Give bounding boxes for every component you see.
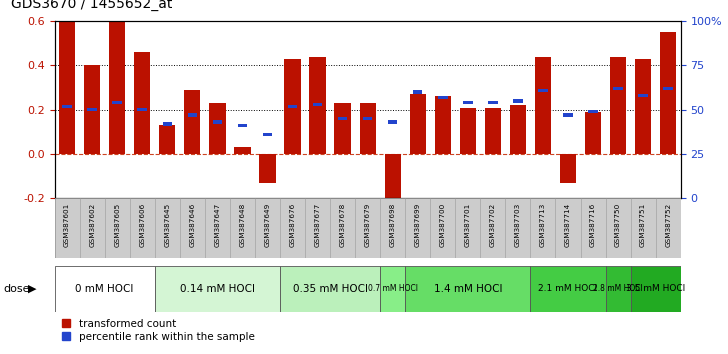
Bar <box>59 21 75 154</box>
Text: GSM387700: GSM387700 <box>440 203 446 247</box>
Bar <box>134 52 151 154</box>
Bar <box>535 57 551 154</box>
Bar <box>184 90 200 154</box>
Bar <box>660 32 676 154</box>
Text: 0.7 mM HOCl: 0.7 mM HOCl <box>368 284 418 293</box>
Text: 0.35 mM HOCl: 0.35 mM HOCl <box>293 284 368 293</box>
Text: 0 mM HOCl: 0 mM HOCl <box>76 284 134 293</box>
Text: 3.5 mM HOCl: 3.5 mM HOCl <box>626 284 685 293</box>
Bar <box>155 266 280 312</box>
Text: ▶: ▶ <box>28 284 36 293</box>
Bar <box>112 101 122 104</box>
Text: GSM387702: GSM387702 <box>490 203 496 247</box>
Bar <box>309 57 325 154</box>
Text: GSM387751: GSM387751 <box>640 203 646 247</box>
Bar <box>259 154 276 183</box>
Bar <box>610 57 626 154</box>
Bar <box>188 113 197 117</box>
Bar <box>109 21 125 154</box>
Bar <box>313 103 323 106</box>
Bar <box>388 120 397 124</box>
Text: 2.8 mM HOCl: 2.8 mM HOCl <box>593 284 643 293</box>
Bar <box>635 59 652 154</box>
Text: GSM387713: GSM387713 <box>540 203 546 247</box>
Text: GSM387701: GSM387701 <box>464 203 471 247</box>
Text: GSM387646: GSM387646 <box>189 203 195 247</box>
Bar <box>638 94 648 97</box>
Text: GSM387677: GSM387677 <box>314 203 320 247</box>
Text: GSM387676: GSM387676 <box>290 203 296 247</box>
Bar <box>488 101 498 104</box>
Text: GSM387647: GSM387647 <box>214 203 221 247</box>
Bar <box>405 266 531 312</box>
Text: GSM387698: GSM387698 <box>389 203 396 247</box>
Bar <box>213 120 222 124</box>
Text: GSM387752: GSM387752 <box>665 203 671 247</box>
Bar <box>209 103 226 154</box>
Bar <box>55 266 155 312</box>
Bar <box>531 266 606 312</box>
Bar <box>663 87 673 90</box>
Bar <box>513 99 523 103</box>
Bar <box>288 104 297 108</box>
Text: 2.1 mM HOCl: 2.1 mM HOCl <box>539 284 598 293</box>
Bar <box>237 124 248 127</box>
Bar <box>280 266 380 312</box>
Bar <box>438 96 448 99</box>
Bar <box>485 108 501 154</box>
Text: GSM387648: GSM387648 <box>240 203 245 247</box>
Text: 1.4 mM HOCl: 1.4 mM HOCl <box>434 284 502 293</box>
Bar <box>413 90 422 94</box>
Text: GSM387703: GSM387703 <box>515 203 521 247</box>
Bar <box>380 266 405 312</box>
Bar <box>560 154 576 183</box>
Bar <box>588 110 598 113</box>
Bar <box>363 117 373 120</box>
Text: GDS3670 / 1455652_at: GDS3670 / 1455652_at <box>11 0 172 11</box>
Bar <box>263 133 272 136</box>
Text: 0.14 mM HOCl: 0.14 mM HOCl <box>180 284 255 293</box>
Bar <box>162 122 172 126</box>
Bar <box>338 117 347 120</box>
Text: GSM387649: GSM387649 <box>264 203 271 247</box>
Bar <box>613 87 623 90</box>
Text: GSM387716: GSM387716 <box>590 203 596 247</box>
Text: GSM387606: GSM387606 <box>139 203 146 247</box>
Text: GSM387699: GSM387699 <box>415 203 421 247</box>
Bar <box>538 88 547 92</box>
Bar <box>510 105 526 154</box>
Text: GSM387645: GSM387645 <box>165 203 170 247</box>
Bar <box>435 97 451 154</box>
Text: dose: dose <box>4 284 30 293</box>
Bar <box>138 108 147 112</box>
Bar <box>84 65 100 154</box>
Bar <box>234 147 250 154</box>
Bar <box>63 104 72 108</box>
Bar <box>463 101 472 104</box>
Bar <box>159 125 175 154</box>
Text: GSM387750: GSM387750 <box>615 203 621 247</box>
Bar <box>384 154 401 220</box>
Bar <box>360 103 376 154</box>
Text: GSM387601: GSM387601 <box>64 203 70 247</box>
Bar <box>410 94 426 154</box>
Bar <box>334 103 351 154</box>
Legend: transformed count, percentile rank within the sample: transformed count, percentile rank withi… <box>60 317 256 344</box>
Text: GSM387602: GSM387602 <box>89 203 95 247</box>
Bar <box>585 112 601 154</box>
Bar <box>563 113 573 117</box>
Bar <box>87 108 97 112</box>
Text: GSM387679: GSM387679 <box>365 203 371 247</box>
Bar <box>459 108 476 154</box>
Text: GSM387678: GSM387678 <box>339 203 346 247</box>
Bar <box>285 59 301 154</box>
Text: GSM387714: GSM387714 <box>565 203 571 247</box>
Text: GSM387605: GSM387605 <box>114 203 120 247</box>
Bar <box>606 266 630 312</box>
Bar <box>630 266 681 312</box>
